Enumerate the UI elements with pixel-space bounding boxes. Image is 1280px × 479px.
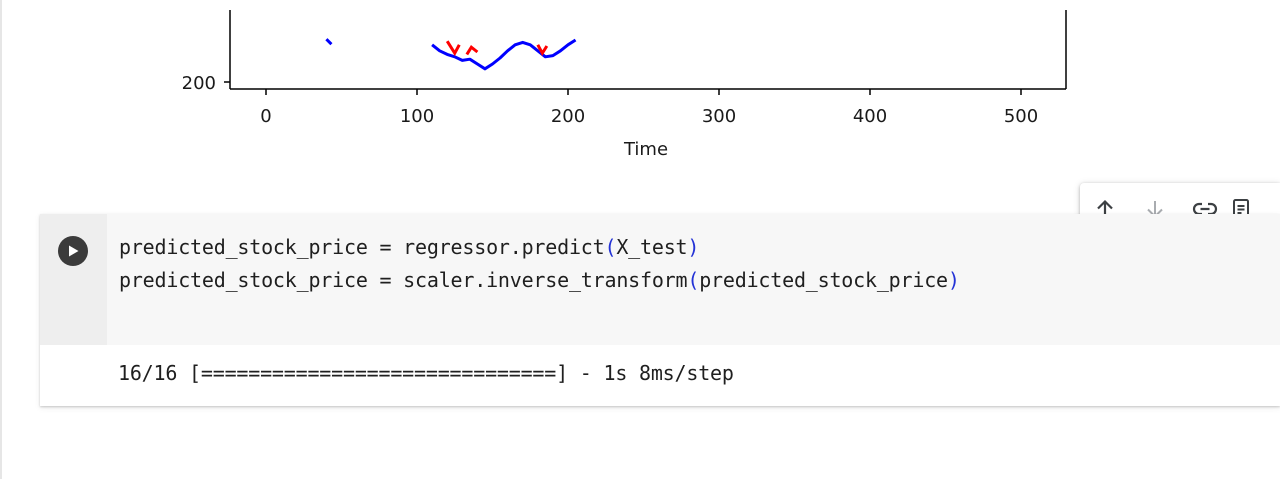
series-line-red [445,40,461,57]
close-paren: ) [947,268,960,292]
y-tick-label: 200 [182,73,216,94]
play-icon [69,245,79,257]
x-axis-label: Time [623,139,668,160]
code-cell: predicted_stock_price = regressor.predic… [40,214,1280,406]
chart-svg: 0 100 200 300 400 500 200 Time [150,0,1080,160]
notes-icon [1233,199,1249,219]
x-tick-label: 400 [853,106,887,127]
link-icon [1192,202,1218,216]
series-line-blue [431,38,577,71]
chart-top-crop [150,0,1080,10]
code-line-1: predicted_stock_price = regressor.predic… [119,235,699,259]
code-editor[interactable]: predicted_stock_price = regressor.predic… [107,214,1280,345]
code-arg: X_test [616,235,688,259]
x-tick-label: 200 [551,106,585,127]
code-text: predicted_stock_price = scaler.inverse_t… [119,268,688,292]
x-tick-label: 500 [1004,106,1038,127]
run-cell-button[interactable] [58,236,88,266]
cell-gutter [40,214,107,345]
x-tick-label: 300 [702,106,736,127]
series-line-red [465,44,479,56]
copy-link-button[interactable] [1180,183,1230,235]
code-arg: predicted_stock_price [699,268,948,292]
series-line-red [536,44,549,57]
comment-button[interactable] [1230,183,1270,235]
page-left-border [0,0,2,479]
open-paren: ( [687,268,700,292]
open-paren: ( [604,235,617,259]
x-tick-label: 0 [260,106,271,127]
stock-price-chart: 0 100 200 300 400 500 200 Time [150,0,1080,170]
cell-output: 16/16 [==============================] -… [118,361,734,385]
close-paren: ) [687,235,700,259]
code-text: predicted_stock_price = regressor.predic… [119,235,605,259]
code-line-2: predicted_stock_price = scaler.inverse_t… [119,268,960,292]
x-tick-label: 100 [400,106,434,127]
series-line-blue-stub [325,38,333,46]
